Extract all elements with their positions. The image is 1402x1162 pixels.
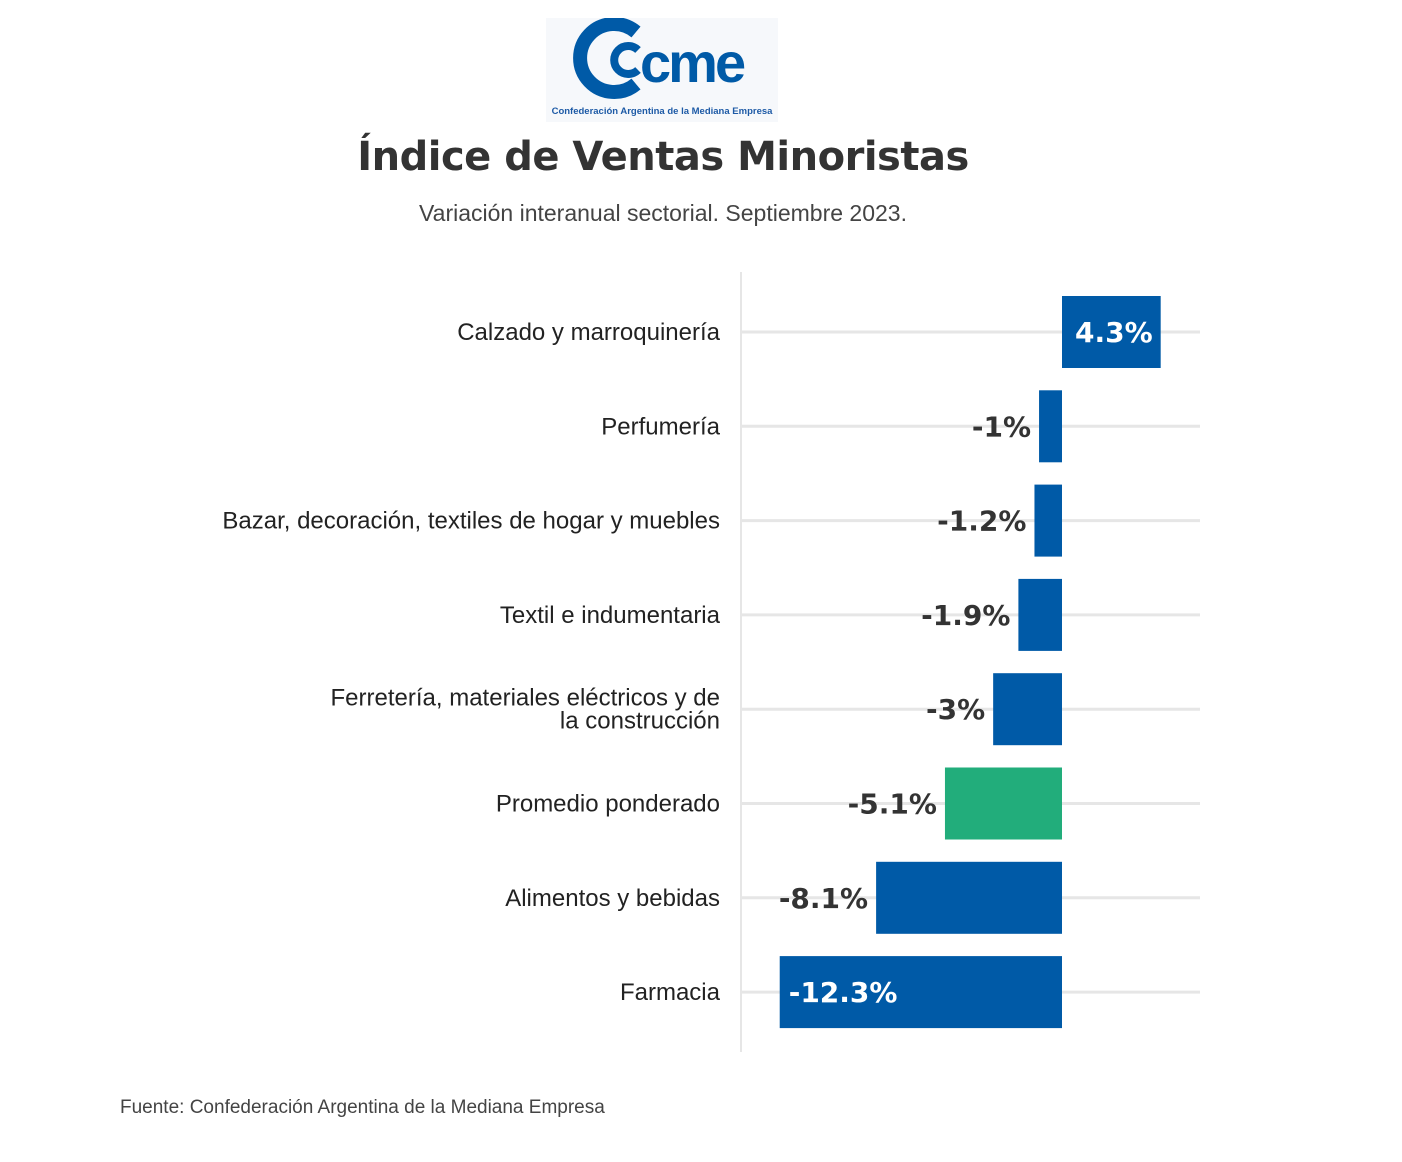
value-label: -1.9%: [921, 599, 1010, 632]
logo-wordmark: cme: [640, 31, 745, 94]
bar: [876, 861, 1062, 934]
chart-title: Índice de Ventas Minoristas: [357, 134, 969, 180]
bar: [944, 767, 1062, 840]
bar: [779, 956, 1062, 1029]
value-label: 4.3%: [1075, 316, 1153, 349]
value-label: -1.2%: [937, 505, 1026, 538]
value-label: -5.1%: [848, 788, 937, 821]
source-note: Fuente: Confederación Argentina de la Me…: [120, 1097, 605, 1118]
chart-subtitle: Variación interanual sectorial. Septiemb…: [419, 200, 907, 226]
value-label: -12.3%: [789, 976, 898, 1009]
bar: [1018, 578, 1062, 651]
category-label: Ferretería, materiales eléctricos y de la…: [331, 685, 720, 735]
value-label: -3%: [926, 693, 985, 726]
category-label: Promedio ponderado: [496, 791, 720, 818]
bar: [1039, 390, 1062, 463]
value-label: -8.1%: [779, 882, 868, 915]
bar: [993, 673, 1062, 746]
category-label: Bazar, decoración, textiles de hogar y m…: [222, 508, 720, 535]
came-logo-mark: cme: [573, 17, 748, 99]
bar: [1062, 296, 1161, 368]
category-label: Alimentos y bebidas: [505, 885, 720, 912]
bar-chart: Calzado y marroquinería 4.3% Perfumería -1%…: [222, 272, 1200, 1052]
value-label: -1%: [972, 410, 1031, 443]
bar: [1034, 484, 1062, 557]
category-label: Farmacia: [620, 979, 721, 1006]
category-label: Perfumería: [601, 413, 720, 440]
category-label: Textil e indumentaria: [500, 602, 721, 629]
category-label: Calzado y marroquinería: [457, 319, 720, 346]
came-logo: cme Confederación Argentina de la Median…: [546, 17, 778, 122]
logo-caption: Confederación Argentina de la Mediana Em…: [551, 106, 773, 117]
